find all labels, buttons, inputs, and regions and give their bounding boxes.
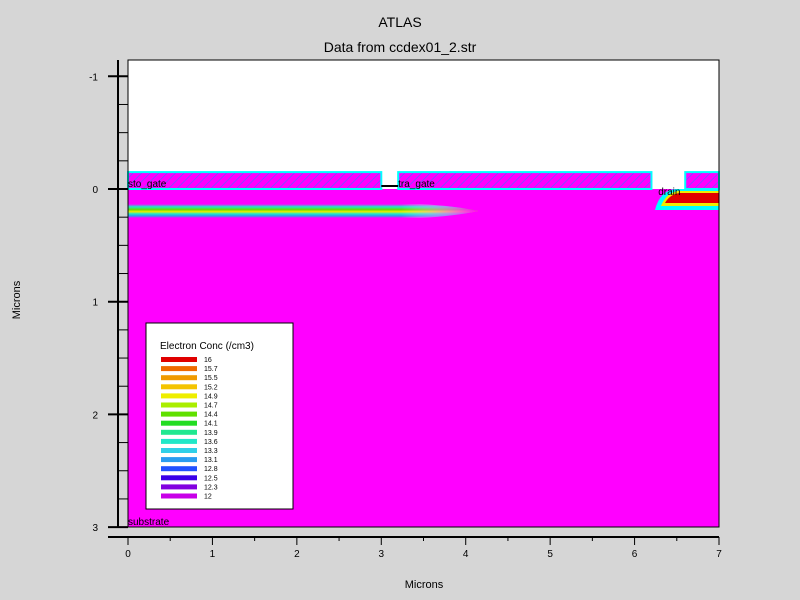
legend-swatch (161, 357, 197, 362)
electrode-label-sto_gate: sto_gate (128, 179, 167, 190)
legend-swatch (161, 411, 197, 417)
oxide-layer (127, 171, 721, 191)
x-tick-label: 1 (210, 549, 216, 560)
chart-subtitle: Data from ccdex01_2.str (324, 39, 477, 55)
y-axis-label: Microns (11, 280, 23, 319)
legend-swatch (161, 420, 197, 426)
legend-label: 15.7 (204, 366, 218, 373)
legend-swatch (161, 402, 197, 408)
legend-label: 16 (204, 357, 212, 364)
plot-frame (127, 59, 720, 528)
legend-swatch (161, 448, 197, 453)
drain-region (655, 189, 719, 210)
y-tick-label: 3 (92, 523, 98, 534)
legend-label: 15.5 (204, 375, 218, 382)
x-tick-label: 0 (125, 549, 131, 560)
legend-items: 16 15.7 15.5 15.2 14.9 14.7 14.4 14.1 13.9 13.6 13… (161, 357, 218, 501)
legend-swatch (161, 493, 197, 499)
legend-label: 13.6 (204, 439, 218, 446)
legend-label: 12.3 (204, 484, 218, 491)
electrode-label-substrate: substrate (128, 517, 170, 528)
legend-swatch (161, 457, 197, 463)
y-tick-label: 0 (92, 185, 98, 196)
plot-background-top (128, 60, 719, 190)
oxide-segment-2 (684, 171, 721, 191)
y-tick-label: 2 (92, 410, 98, 421)
channel-region (128, 204, 478, 218)
x-axis-label: Microns (405, 579, 444, 591)
electrode-label-tra_gate: tra_gate (398, 179, 435, 190)
legend-swatch (161, 475, 197, 481)
legend-label: 13.9 (204, 430, 218, 437)
legend-swatch (161, 375, 197, 381)
legend-label: 14.1 (204, 421, 218, 428)
legend-swatch (161, 429, 197, 435)
x-tick-label: 4 (463, 549, 469, 560)
legend-label: 14.7 (204, 403, 218, 410)
x-tick-label: 2 (294, 549, 300, 560)
chart-title: ATLAS (378, 14, 421, 30)
legend-label: 12 (204, 494, 212, 501)
legend-label: 13.3 (204, 448, 218, 455)
legend-label: 12.8 (204, 466, 218, 473)
channel-fade (128, 204, 478, 218)
legend-label: 15.2 (204, 384, 218, 391)
legend: Electron Conc (/cm3) 1615.715.515.214.91… (145, 322, 294, 510)
x-tick-label: 3 (379, 549, 385, 560)
legend-swatch (161, 466, 197, 472)
x-axis: 0 1 2 3 4 5 6 7 (108, 536, 722, 560)
legend-swatch (161, 484, 197, 490)
legend-label: 14.4 (204, 412, 218, 419)
x-tick-label: 6 (632, 549, 638, 560)
legend-swatch (161, 393, 197, 399)
electrode-label-drain: drain (658, 187, 680, 198)
legend-label: 12.5 (204, 475, 218, 482)
y-tick-label: -1 (89, 72, 98, 83)
legend-swatch (161, 384, 197, 390)
legend-swatch (161, 438, 197, 444)
legend-title: Electron Conc (/cm3) (160, 341, 254, 352)
x-tick-label: 5 (547, 549, 553, 560)
y-axis: -1 0 1 2 3 (89, 60, 128, 534)
y-tick-label: 1 (92, 298, 98, 309)
legend-label: 14.9 (204, 393, 218, 400)
legend-label: 13.1 (204, 457, 218, 464)
x-tick-label: 7 (716, 549, 722, 560)
drain-hot (665, 193, 719, 203)
legend-swatch (161, 366, 197, 372)
oxide-segment-1 (397, 171, 653, 191)
